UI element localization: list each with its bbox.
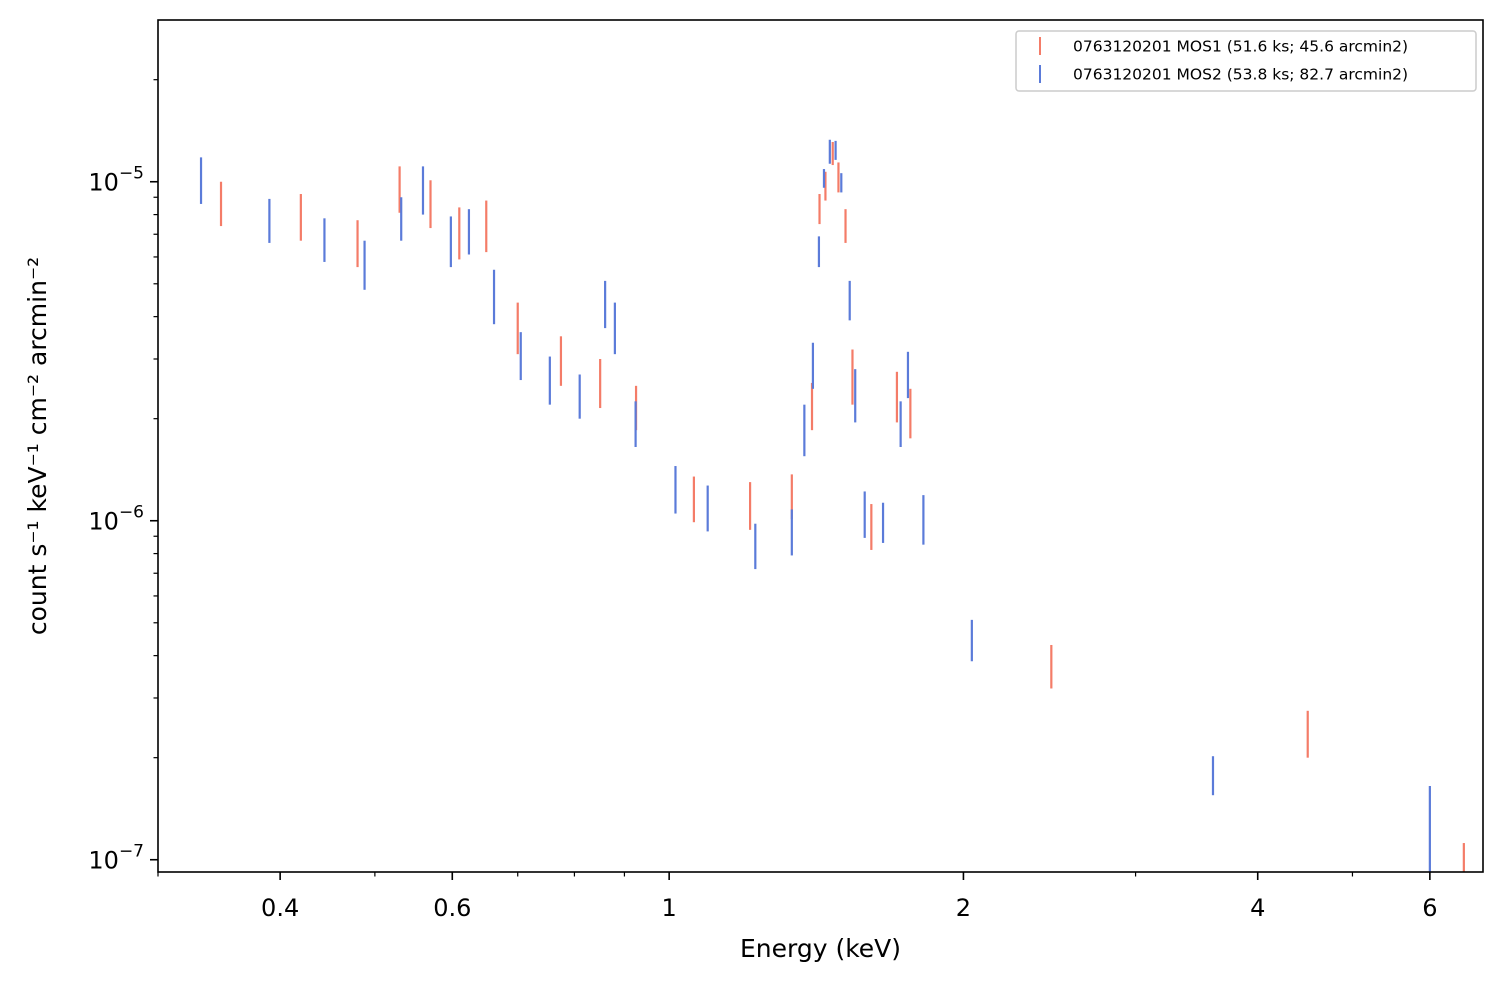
x-tick-label: 0.4 [261, 894, 299, 922]
x-axis-label: Energy (keV) [740, 934, 901, 963]
series-2 [199, 139, 1431, 872]
x-tick-label: 6 [1422, 894, 1437, 922]
legend: 0763120201 MOS1 (51.6 ks; 45.6 arcmin2) 0… [1015, 30, 1477, 92]
legend-entry: 0763120201 MOS1 (51.6 ks; 45.6 arcmin2) [1073, 38, 1408, 56]
x-tick-label: 0.6 [433, 894, 471, 922]
plot-area [158, 20, 1483, 872]
legend-entry: 0763120201 MOS2 (53.8 ks; 82.7 arcmin2) [1073, 66, 1408, 84]
y-axis-ticks: 10−7 10−6 10−5 [88, 79, 158, 875]
x-tick-label: 4 [1250, 894, 1265, 922]
legend-box [1015, 30, 1477, 92]
x-tick-label: 1 [662, 894, 677, 922]
y-tick-label: 10−6 [88, 503, 144, 536]
x-tick-label: 2 [956, 894, 971, 922]
axes-frame [157, 19, 1484, 873]
series-layer [199, 139, 1465, 872]
y-axis-label: count s⁻¹ keV⁻¹ cm⁻² arcmin⁻² [23, 257, 52, 635]
x-axis-ticks: 0.4 0.6 1 2 4 6 [157, 872, 1438, 922]
y-tick-label: 10−5 [88, 164, 144, 197]
y-tick-label: 10−7 [88, 842, 144, 875]
